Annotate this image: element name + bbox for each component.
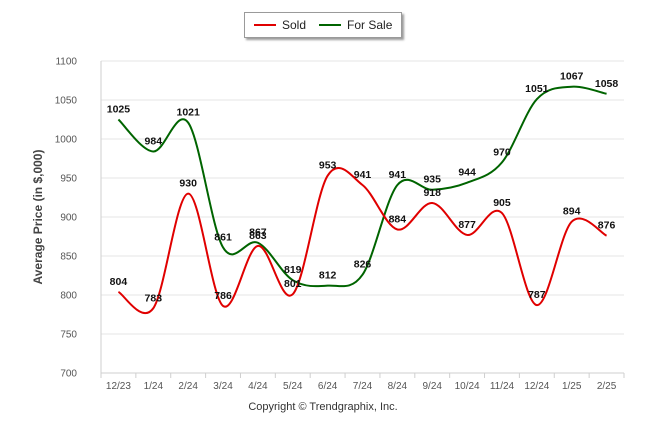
data-label-for-sale: 861 [214,231,232,243]
x-tick-label: 6/24 [318,381,338,392]
data-label-for-sale: 970 [493,146,511,158]
data-label-sold: 905 [493,197,511,209]
data-label-sold: 877 [458,219,476,231]
y-tick-label: 850 [60,252,77,263]
data-label-sold: 930 [179,178,197,190]
y-tick-label: 700 [60,369,77,380]
x-tick-label: 12/23 [106,381,131,392]
x-tick-label: 8/24 [388,381,408,392]
data-label-for-sale: 941 [389,169,407,181]
data-label-sold: 804 [110,276,128,288]
grid-lines [101,60,624,374]
data-label-sold: 801 [284,278,302,290]
x-tick-label: 11/24 [490,381,515,392]
series-line-for-sale [117,85,607,288]
y-tick-label: 1050 [55,96,78,107]
legend: Sold For Sale [244,12,402,38]
x-tick-label: 2/25 [597,381,617,392]
data-label-sold: 876 [598,220,616,232]
y-tick-label: 950 [60,174,77,185]
x-tick-label: 10/24 [455,381,480,392]
data-label-for-sale: 944 [458,167,476,179]
data-label-sold: 787 [528,289,546,301]
data-label-for-sale: 935 [423,174,441,186]
data-label-for-sale: 819 [284,264,302,276]
data-label-sold: 783 [145,292,163,304]
x-tick-label: 1/24 [144,381,164,392]
legend-swatch-for-sale [319,24,342,26]
data-label-for-sale: 826 [354,259,372,271]
data-label-for-sale: 1021 [176,107,200,119]
data-label-for-sale: 867 [249,227,267,239]
data-label-for-sale: 1058 [595,78,619,90]
y-tick-label: 800 [60,291,77,302]
y-tick-label: 1100 [55,57,77,68]
x-tick-label: 9/24 [422,381,442,392]
y-tick-label: 750 [60,330,77,341]
legend-item-sold: Sold [254,18,306,32]
legend-label-for-sale: For Sale [347,18,393,32]
y-tick-label: 1000 [55,135,78,146]
data-label-for-sale: 1051 [525,83,549,95]
x-tick-label: 12/24 [524,381,549,392]
y-axis-label: Average Price (in $,000) [31,150,45,285]
data-label-sold: 884 [389,213,407,225]
x-tick-label: 2/24 [178,381,198,392]
data-label-for-sale: 984 [145,135,163,147]
x-tick-label: 3/24 [213,381,233,392]
data-label-sold: 786 [214,290,232,302]
copyright-text: Copyright © Trendgraphix, Inc. [248,401,398,413]
axes: 700 750 800 850 900 950 1000 1050 1100 12/23 1/24 2… [55,57,625,392]
y-tick-label: 900 [60,213,77,224]
data-label-sold: 941 [354,169,372,181]
data-label-for-sale: 1067 [560,71,584,83]
legend-item-for-sale: For Sale [319,18,392,32]
data-label-sold: 894 [563,206,581,218]
legend-label-sold: Sold [282,18,307,32]
x-tick-label: 4/24 [248,381,268,392]
series-line-sold [117,167,608,314]
data-label-sold: 863 [249,230,267,242]
legend-swatch-sold [254,24,276,26]
data-label-sold: 918 [423,187,441,199]
x-tick-label: 7/24 [353,381,373,392]
series-lines [117,85,608,314]
data-label-for-sale: 1025 [107,104,131,116]
x-tick-label: 1/25 [562,381,582,392]
data-label-sold: 953 [319,160,337,172]
data-label-for-sale: 812 [319,270,337,282]
x-tick-label: 5/24 [283,381,303,392]
data-labels: 804 783 930 786 863 801 953 941 884 918 877 905 787 8… [107,71,619,305]
